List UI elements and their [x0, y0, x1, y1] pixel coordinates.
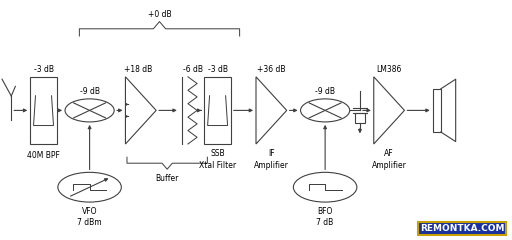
Text: IF: IF	[268, 149, 274, 158]
Bar	[30, 77, 57, 144]
Text: Amplifier: Amplifier	[372, 161, 407, 170]
Text: Xtal Filter: Xtal Filter	[199, 161, 236, 170]
Text: VFO: VFO	[82, 207, 97, 216]
Text: 7 dBm: 7 dBm	[77, 218, 102, 227]
Text: -3 dB: -3 dB	[33, 65, 54, 74]
Text: -9 dB: -9 dB	[315, 87, 335, 96]
Text: -6 dB: -6 dB	[182, 65, 203, 74]
Bar	[433, 89, 441, 132]
Bar	[355, 113, 365, 123]
Text: REMONTKA.COM: REMONTKA.COM	[420, 224, 504, 233]
Text: -3 dB: -3 dB	[207, 65, 228, 74]
Text: LM386: LM386	[376, 65, 402, 74]
Text: BFO: BFO	[317, 207, 333, 216]
Text: Amplifier: Amplifier	[254, 161, 289, 170]
Text: 7 dB: 7 dB	[316, 218, 334, 227]
Text: +0 dB: +0 dB	[147, 10, 172, 19]
Text: AF: AF	[385, 149, 394, 158]
Text: -9 dB: -9 dB	[79, 87, 100, 96]
Text: +18 dB: +18 dB	[124, 65, 153, 74]
Text: 40M BPF: 40M BPF	[27, 151, 60, 160]
Bar	[204, 77, 231, 144]
Text: Buffer: Buffer	[156, 174, 179, 183]
Text: +36 dB: +36 dB	[257, 65, 286, 74]
Text: SSB: SSB	[210, 149, 225, 158]
